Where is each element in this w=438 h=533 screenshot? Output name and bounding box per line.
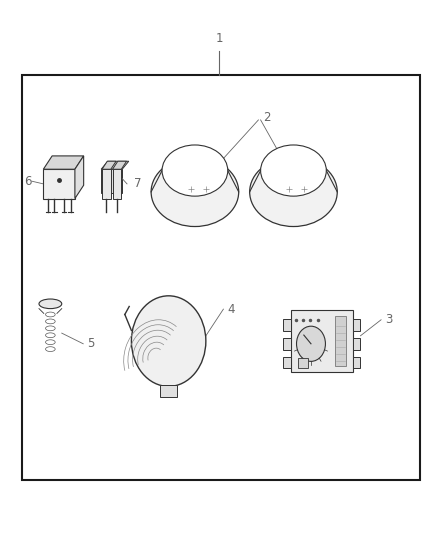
Bar	[283, 357, 291, 368]
Text: 3: 3	[385, 313, 393, 326]
Bar	[22, 75, 420, 480]
Polygon shape	[102, 161, 116, 169]
Text: 4: 4	[228, 303, 235, 316]
Bar	[335, 316, 346, 367]
Polygon shape	[43, 156, 84, 169]
Text: 7: 7	[134, 177, 141, 190]
Bar	[43, 169, 75, 198]
Text: 2: 2	[263, 111, 270, 124]
Ellipse shape	[162, 145, 228, 196]
Bar	[298, 358, 308, 368]
Bar	[283, 338, 291, 350]
Bar	[113, 169, 121, 198]
Bar	[160, 385, 177, 397]
Bar	[102, 169, 111, 198]
Polygon shape	[75, 156, 84, 198]
Polygon shape	[101, 161, 129, 169]
Bar	[283, 319, 291, 331]
Bar	[353, 319, 360, 331]
Bar	[291, 310, 353, 372]
Circle shape	[297, 326, 325, 361]
Text: 1: 1	[215, 33, 223, 45]
Bar	[101, 169, 122, 193]
Bar	[353, 338, 360, 350]
Polygon shape	[113, 161, 127, 169]
Bar	[353, 357, 360, 368]
Ellipse shape	[250, 157, 337, 227]
Text: 6: 6	[24, 175, 32, 188]
Ellipse shape	[261, 145, 326, 196]
Circle shape	[131, 296, 206, 386]
Ellipse shape	[151, 157, 239, 227]
Ellipse shape	[39, 299, 62, 309]
Text: 5: 5	[88, 337, 95, 350]
